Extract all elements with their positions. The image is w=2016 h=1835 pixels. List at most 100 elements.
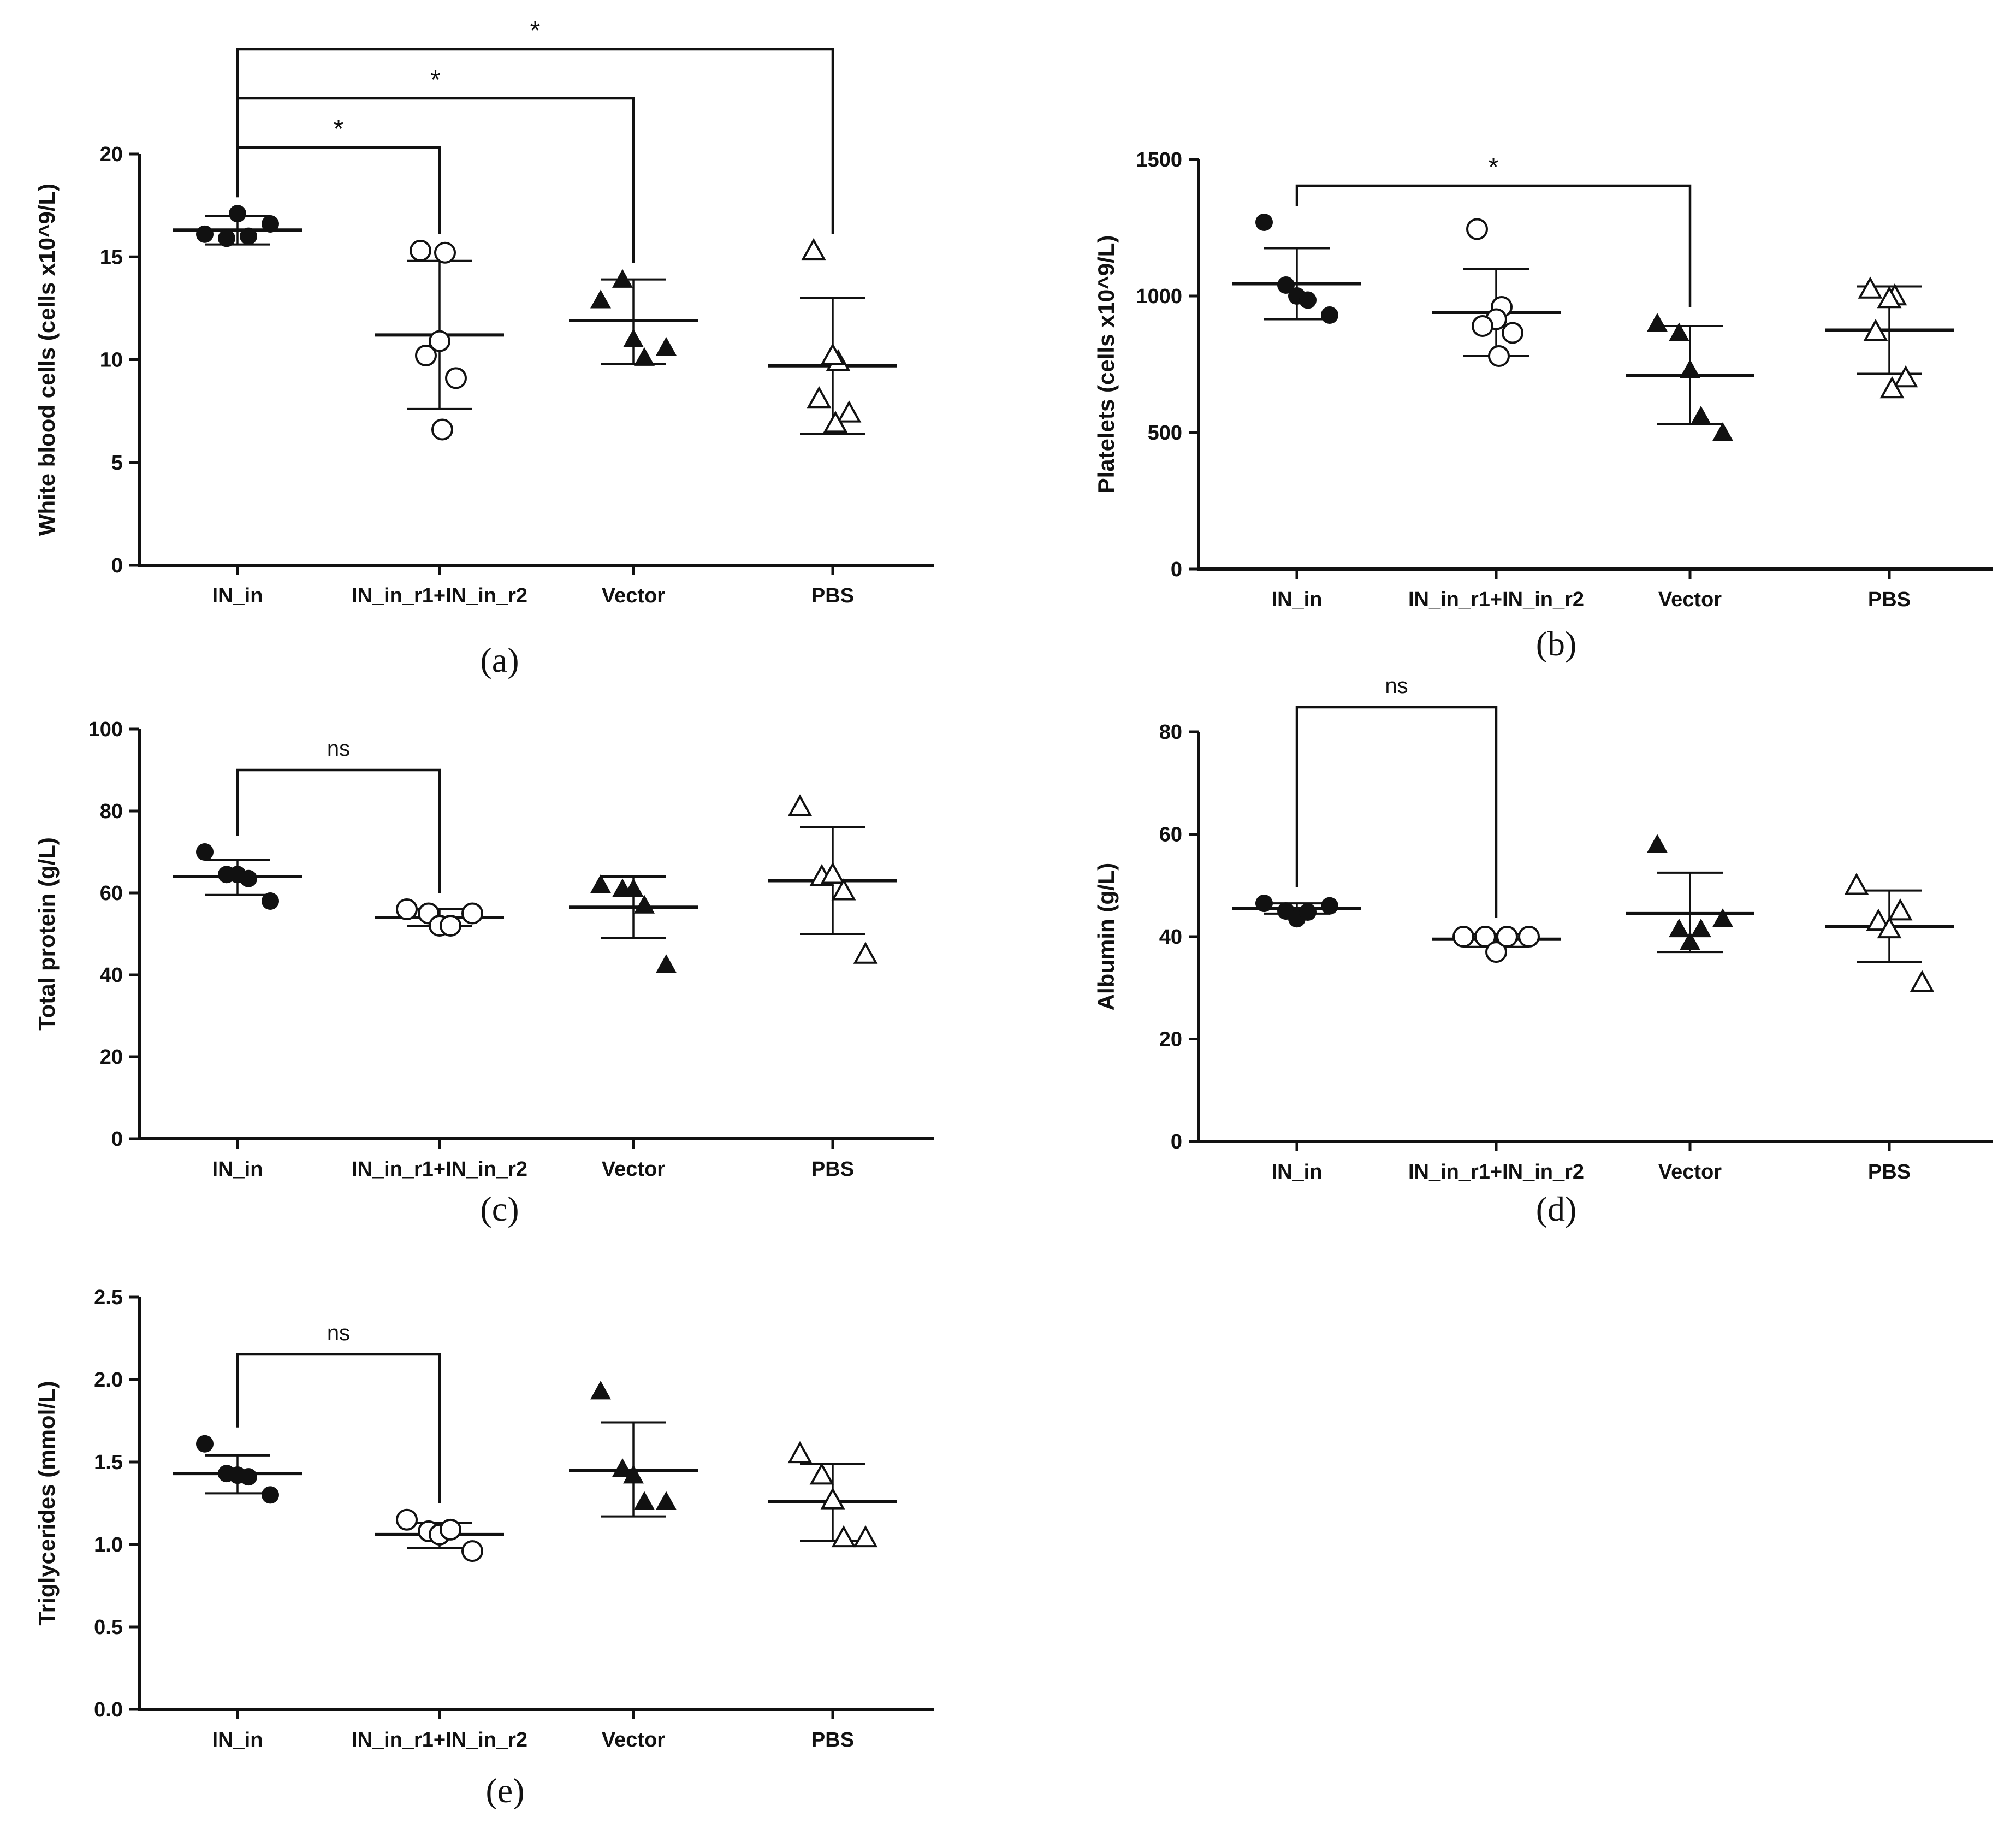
data-point bbox=[1452, 926, 1474, 948]
group-PBS bbox=[1825, 276, 1954, 399]
x-tick-label: Vector bbox=[602, 1729, 665, 1751]
data-point bbox=[1712, 422, 1733, 441]
data-point bbox=[1466, 218, 1488, 240]
significance-label: * bbox=[430, 66, 441, 94]
data-point bbox=[1888, 898, 1913, 921]
data-point bbox=[429, 330, 450, 352]
x-tick-label: IN_in_r1+IN_in_r2 bbox=[352, 1729, 527, 1751]
data-point bbox=[1496, 926, 1518, 948]
y-tick-label: 500 bbox=[1148, 422, 1182, 445]
x-tick-label: PBS bbox=[811, 1729, 854, 1751]
group-Vector bbox=[569, 874, 698, 973]
data-point bbox=[590, 874, 611, 893]
group-Vector bbox=[1626, 834, 1754, 954]
data-point bbox=[434, 241, 456, 264]
data-point bbox=[262, 215, 279, 233]
data-point bbox=[1712, 908, 1733, 927]
data-point bbox=[229, 205, 246, 223]
significance-bracket bbox=[236, 97, 635, 263]
group-IN_in bbox=[173, 843, 302, 910]
significance-bracket bbox=[1295, 184, 1692, 307]
data-point bbox=[590, 289, 611, 309]
group-IN_in_r1+IN_in_r2 bbox=[1432, 218, 1561, 367]
x-tick-label: Vector bbox=[1658, 588, 1722, 611]
data-point bbox=[1321, 897, 1338, 915]
y-tick-label: 2.5 bbox=[94, 1286, 123, 1309]
data-point bbox=[440, 915, 461, 937]
y-tick-label: 2.0 bbox=[94, 1369, 123, 1392]
data-point bbox=[1472, 315, 1493, 337]
data-point bbox=[1680, 931, 1700, 950]
x-tick-label: IN_in bbox=[212, 584, 263, 607]
y-tick-label: 0 bbox=[1171, 558, 1182, 581]
y-tick-label: 10 bbox=[100, 349, 123, 372]
data-point bbox=[445, 367, 467, 389]
data-point bbox=[431, 418, 453, 441]
y-tick-label: 0 bbox=[111, 1128, 123, 1151]
panel-caption: (a) bbox=[480, 641, 519, 679]
group-IN_in bbox=[173, 1435, 302, 1504]
y-tick-label: 80 bbox=[1159, 721, 1182, 744]
group-PBS bbox=[1825, 873, 1954, 992]
data-point bbox=[1669, 918, 1689, 938]
y-tick-label: 15 bbox=[100, 246, 123, 269]
data-point bbox=[1321, 306, 1338, 324]
x-tick-label: IN_in_r1+IN_in_r2 bbox=[1408, 1161, 1584, 1183]
panel-d: 0 20 40 60 80 Albumin (g/L) IN_in IN_in_r1+IN_i… bbox=[1093, 674, 1993, 1228]
data-point bbox=[801, 238, 826, 261]
data-point bbox=[396, 898, 418, 920]
y-tick-label: 60 bbox=[1159, 824, 1182, 847]
y-tick-label: 1.5 bbox=[94, 1451, 123, 1474]
data-point bbox=[1879, 376, 1905, 399]
x-tick-label: IN_in_r1+IN_in_r2 bbox=[352, 584, 527, 607]
data-point bbox=[1691, 406, 1711, 425]
data-point bbox=[196, 225, 214, 243]
significance-label: ns bbox=[1385, 674, 1408, 698]
y-tick-label: 80 bbox=[100, 800, 123, 823]
group-IN_in_r1+IN_in_r2 bbox=[375, 898, 504, 937]
data-point bbox=[787, 794, 813, 816]
data-point bbox=[1277, 276, 1295, 294]
data-point bbox=[837, 400, 862, 423]
y-tick-label: 40 bbox=[1159, 926, 1182, 949]
data-point bbox=[240, 227, 257, 245]
x-tick-label: PBS bbox=[811, 1158, 854, 1181]
data-point bbox=[656, 336, 677, 356]
data-point bbox=[1485, 941, 1507, 963]
data-point bbox=[831, 878, 856, 901]
data-point bbox=[634, 1491, 655, 1510]
data-point bbox=[396, 1508, 418, 1531]
data-point bbox=[853, 942, 878, 964]
data-point bbox=[461, 902, 483, 925]
group-IN_in_r1+IN_in_r2 bbox=[375, 1508, 504, 1562]
data-point bbox=[1680, 359, 1700, 378]
significance-label: * bbox=[334, 115, 344, 144]
group-IN_in bbox=[1232, 895, 1361, 928]
x-tick-label: IN_in bbox=[212, 1158, 263, 1181]
data-point bbox=[1863, 318, 1888, 341]
data-point bbox=[240, 1468, 257, 1486]
y-axis-label: Triglycerides (mmol/L) bbox=[34, 1381, 60, 1625]
group-Vector bbox=[569, 269, 698, 366]
data-point bbox=[410, 239, 431, 262]
x-tick-label: IN_in_r1+IN_in_r2 bbox=[1408, 588, 1584, 611]
panel-a: 0 5 10 15 20 White blood cells (cells x10^9/L… bbox=[34, 16, 934, 679]
x-tick-label: Vector bbox=[1658, 1161, 1722, 1183]
y-tick-label: 40 bbox=[100, 964, 123, 987]
data-point bbox=[1255, 895, 1273, 913]
panel-caption: (e) bbox=[485, 1771, 524, 1810]
y-tick-label: 0 bbox=[111, 554, 123, 577]
data-point bbox=[1877, 286, 1902, 309]
data-point bbox=[1669, 322, 1689, 341]
group-PBS bbox=[768, 1441, 897, 1548]
significance-bracket bbox=[1295, 706, 1498, 918]
panel-caption: (c) bbox=[480, 1189, 519, 1228]
data-point bbox=[820, 862, 845, 884]
data-point bbox=[656, 1491, 677, 1510]
data-point bbox=[634, 895, 655, 914]
data-point bbox=[1866, 908, 1891, 931]
y-tick-label: 60 bbox=[100, 882, 123, 905]
data-point bbox=[1488, 345, 1510, 367]
data-point bbox=[623, 328, 644, 348]
x-tick-label: Vector bbox=[602, 584, 665, 607]
